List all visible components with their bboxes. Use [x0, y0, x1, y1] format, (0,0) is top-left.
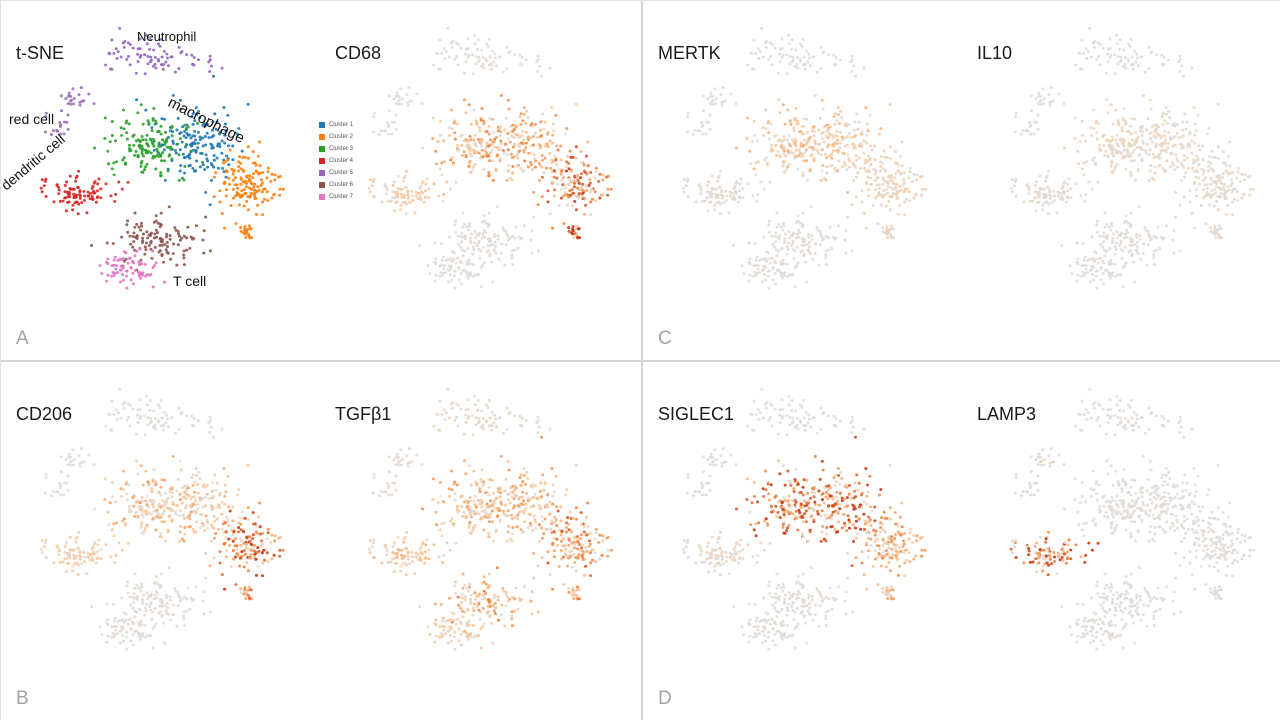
legend-swatch	[319, 146, 325, 152]
legend-label: Cluster 2	[329, 134, 354, 140]
legend-item: Cluster 5	[319, 167, 353, 179]
panel-d: SIGLEC1 LAMP3 D	[643, 362, 1280, 720]
legend-label: Cluster 7	[329, 194, 354, 200]
panel-c: MERTK IL10 C	[643, 1, 1280, 360]
legend-swatch	[319, 182, 325, 188]
plot-title-lamp3: LAMP3	[977, 404, 1037, 424]
il10-expression-plot	[977, 27, 1257, 292]
panel-letter-d: D	[658, 688, 672, 709]
plot-title-siglec1: SIGLEC1	[658, 404, 735, 424]
panel-b: CD206 TGFβ1 B	[1, 362, 641, 720]
plot-title-tgfb1: TGFβ1	[335, 404, 392, 424]
tgfb1-expression-plot	[335, 388, 615, 653]
cluster-legend: Cluster 1 Cluster 2 Cluster 3 Cluster 4 Clus…	[319, 119, 353, 203]
plot-title-tsne: t-SNE	[16, 43, 65, 63]
plot-title-cd68: CD68	[335, 43, 382, 63]
legend-swatch	[319, 170, 325, 176]
plot-title-il10: IL10	[977, 43, 1013, 63]
legend-swatch	[319, 134, 325, 140]
legend-item: Cluster 4	[319, 155, 353, 167]
panel-letter-a: A	[16, 328, 29, 349]
legend-label: Cluster 6	[329, 182, 354, 188]
legend-label: Cluster 3	[329, 146, 354, 152]
legend-label: Cluster 5	[329, 170, 354, 176]
legend-item: Cluster 7	[319, 191, 353, 203]
plot-title-mertk: MERTK	[658, 43, 721, 63]
cd68-expression-plot	[335, 27, 615, 292]
cd206-expression-plot	[7, 388, 287, 653]
legend-item: Cluster 6	[319, 179, 353, 191]
panel-letter-c: C	[658, 328, 672, 349]
tsne-cluster-plot	[7, 27, 287, 292]
legend-label: Cluster 4	[329, 158, 354, 164]
legend-swatch	[319, 158, 325, 164]
panel-divider-horizontal	[1, 360, 1280, 362]
legend-item: Cluster 3	[319, 143, 353, 155]
legend-swatch	[319, 122, 325, 128]
mertk-expression-plot	[649, 27, 929, 292]
panel-letter-b: B	[16, 688, 29, 709]
lamp3-expression-plot	[977, 388, 1257, 653]
siglec1-expression-plot	[649, 388, 929, 653]
legend-item: Cluster 1	[319, 119, 353, 131]
plot-title-cd206: CD206	[16, 404, 73, 424]
legend-swatch	[319, 194, 325, 200]
legend-label: Cluster 1	[329, 122, 354, 128]
legend-item: Cluster 2	[319, 131, 353, 143]
panel-a: t-SNE Neutrophil macrophage red cell dendri…	[0, 1, 641, 360]
